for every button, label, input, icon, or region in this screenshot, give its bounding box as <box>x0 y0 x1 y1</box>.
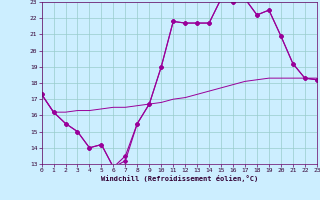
X-axis label: Windchill (Refroidissement éolien,°C): Windchill (Refroidissement éolien,°C) <box>100 175 258 182</box>
